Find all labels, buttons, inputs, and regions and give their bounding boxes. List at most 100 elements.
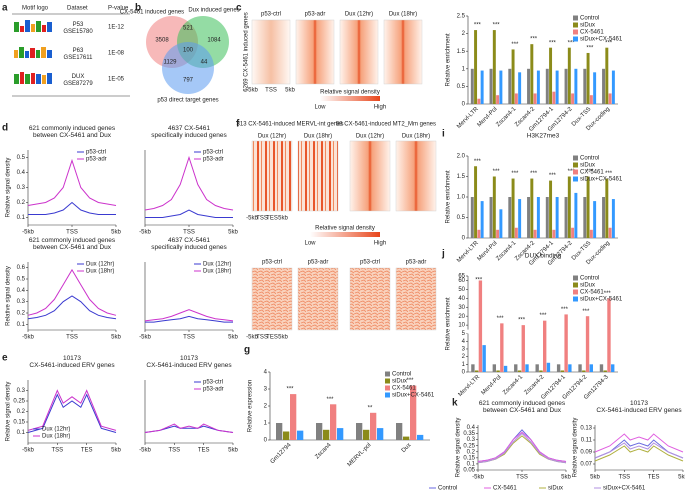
column-title: p53-adr (305, 12, 326, 18)
legend-label: siDux (392, 379, 407, 385)
legend-label: Control (392, 372, 411, 378)
significance: *** (539, 313, 547, 319)
x-tick-label: MERVL-pol (347, 442, 373, 468)
venn-count: 3508 (155, 38, 169, 44)
bar (568, 364, 572, 372)
y-tick-label: 0.05 (463, 468, 475, 474)
y-tick-label: 1 (462, 66, 466, 72)
significance: *** (511, 42, 519, 48)
x-tick-label: Mervl-LTR (456, 240, 480, 264)
bar (586, 52, 590, 104)
venn-count: 797 (183, 78, 194, 84)
x-tick-label: Dux (401, 442, 413, 454)
bar (489, 68, 493, 104)
bar (608, 93, 612, 104)
bar (403, 436, 410, 440)
bar (527, 68, 531, 104)
significance: *** (493, 23, 501, 29)
significance: *** (549, 40, 557, 46)
significance: *** (406, 378, 414, 384)
legend-label: siDux+CX-5461 (603, 486, 646, 492)
significance: *** (518, 318, 526, 324)
y-tick-label: 5 (462, 331, 466, 337)
y-tick-label: 4 (462, 339, 466, 345)
x-tick-label: TSS (183, 335, 195, 341)
table-cell: 1E-08 (108, 51, 125, 57)
bar (492, 364, 497, 372)
significance: *** (568, 169, 576, 175)
y-tick-label: 20 (458, 314, 465, 320)
legend-swatch (573, 22, 578, 28)
bar (496, 370, 500, 372)
bar (536, 70, 540, 104)
venn-set-label: Dux induced genes (188, 8, 239, 14)
bar (496, 95, 500, 104)
column-title: p53-ctrl (360, 260, 380, 266)
y-axis-label: Relative signal density (6, 158, 12, 218)
y-tick-label: 0.5 (17, 277, 26, 283)
legend-label: p53-adr (86, 157, 107, 163)
bar (492, 30, 496, 104)
legend-label: Dux (18hr) (86, 269, 114, 275)
y-tick-label: 0.5 (457, 84, 466, 90)
x-tick-label: -5kb (139, 230, 151, 236)
bar (499, 209, 503, 238)
chart-title: 10173 CX-5461-induced ERV genes (596, 400, 682, 414)
line (594, 439, 684, 459)
bar (599, 364, 604, 372)
y-tick-label: 0.11 (581, 438, 593, 444)
y-tick-label: 0 (462, 236, 466, 242)
bar (546, 362, 551, 372)
line (594, 445, 684, 462)
x-tick-label: TSS (168, 448, 180, 454)
bar (589, 364, 593, 372)
y-tick-label: 0.07 (580, 462, 592, 468)
x-tick-label: -5kb (22, 335, 34, 341)
legend-label: Dux (18hr) (203, 269, 231, 275)
line (27, 389, 117, 431)
line (28, 201, 116, 215)
bar (410, 385, 417, 440)
bar (503, 365, 508, 372)
bar (527, 197, 531, 238)
chart-title: 10173 CX-5461-induced ERV genes (29, 355, 115, 369)
bar (396, 423, 403, 440)
y-tick-label: 0.2 (17, 311, 26, 317)
legend-label: p53-ctrl (203, 150, 223, 156)
bar (549, 47, 553, 104)
x-tick-label: Mervl-LTR (458, 374, 482, 398)
venn-count: 1129 (164, 60, 178, 66)
x-tick-label: 5kb (228, 448, 238, 454)
x-tick-label: Gm12794 (270, 442, 293, 465)
line (144, 423, 234, 433)
bar (545, 197, 549, 238)
table-cell: DUX GSE87279 (63, 74, 93, 87)
x-tick-label: 5kb (285, 88, 295, 94)
bar (323, 429, 330, 440)
column-title: Dux (18hr) (389, 12, 417, 18)
x-tick-label: -5kb (22, 448, 34, 454)
heatmap (251, 19, 291, 85)
x-tick-label: TES (81, 448, 93, 454)
table-cell: 1E-12 (108, 25, 125, 31)
bar (297, 430, 304, 440)
x-tick-label: -5kb (472, 475, 484, 481)
legend-label: siDux (580, 283, 595, 289)
bar (571, 93, 575, 104)
legend-swatch (573, 282, 578, 288)
significance: *** (604, 291, 612, 297)
bar (477, 98, 481, 104)
y-tick-label: 0.5 (17, 155, 26, 161)
motif-logos (14, 20, 52, 84)
bar (552, 229, 556, 238)
column-title: Dux (12hr) (356, 134, 384, 140)
bar (477, 229, 481, 238)
y-tick-label: 0.2 (467, 449, 476, 455)
y-tick-label: 0.35 (463, 431, 475, 437)
heatmap (295, 19, 335, 85)
legend-label: CX-5461 (580, 290, 604, 296)
y-tick-label: 50 (458, 287, 465, 293)
chart-title: 621 commonly induced genes between CX-546… (29, 125, 116, 139)
x-tick-label: -5kb (139, 335, 151, 341)
table-cell: 1E-05 (108, 77, 125, 83)
